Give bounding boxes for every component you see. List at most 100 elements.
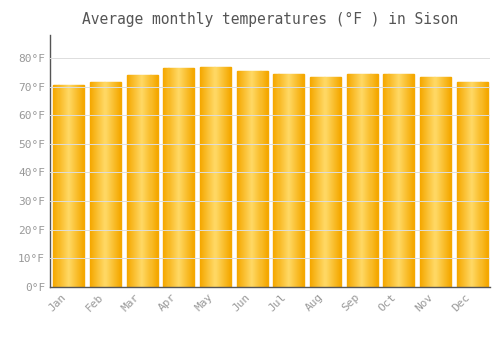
Bar [328, 77, 330, 287]
Bar [448, 77, 449, 287]
Bar [131, 75, 132, 287]
Bar [92, 82, 93, 287]
Bar [338, 77, 339, 287]
Bar [473, 82, 474, 287]
Bar [288, 74, 289, 287]
Bar [241, 71, 242, 287]
Bar [466, 82, 467, 287]
Bar [190, 68, 192, 287]
Bar [246, 71, 247, 287]
Bar [318, 77, 320, 287]
Bar [390, 74, 392, 287]
Bar [69, 85, 70, 287]
Bar [456, 82, 458, 287]
Bar [224, 66, 225, 287]
Bar [407, 74, 408, 287]
Bar [182, 68, 183, 287]
Bar [90, 82, 91, 287]
Bar [406, 74, 407, 287]
Bar [252, 71, 254, 287]
Bar [463, 82, 464, 287]
Bar [361, 74, 362, 287]
Bar [300, 74, 302, 287]
Bar [370, 74, 372, 287]
Bar [96, 82, 98, 287]
Bar [332, 77, 333, 287]
Bar [248, 71, 249, 287]
Bar [434, 77, 436, 287]
Bar [274, 74, 276, 287]
Bar [468, 82, 469, 287]
Bar [442, 77, 443, 287]
Bar [430, 77, 432, 287]
Bar [154, 75, 156, 287]
Bar [76, 85, 77, 287]
Bar [351, 74, 352, 287]
Bar [77, 85, 78, 287]
Bar [174, 68, 176, 287]
Bar [79, 85, 80, 287]
Bar [108, 82, 110, 287]
Bar [296, 74, 297, 287]
Bar [112, 82, 113, 287]
Bar [225, 66, 226, 287]
Bar [425, 77, 426, 287]
Bar [119, 82, 120, 287]
Bar [210, 66, 212, 287]
Bar [251, 71, 252, 287]
Bar [168, 68, 170, 287]
Bar [227, 66, 228, 287]
Bar [68, 85, 69, 287]
Bar [82, 85, 84, 287]
Bar [178, 68, 179, 287]
Bar [206, 66, 208, 287]
Bar [339, 77, 340, 287]
Bar [216, 66, 218, 287]
Bar [202, 66, 203, 287]
Bar [346, 74, 348, 287]
Bar [410, 74, 412, 287]
Bar [262, 71, 264, 287]
Bar [461, 82, 462, 287]
Bar [207, 66, 208, 287]
Bar [250, 71, 251, 287]
Bar [354, 74, 355, 287]
Bar [118, 82, 119, 287]
Bar [249, 71, 250, 287]
Bar [386, 74, 388, 287]
Bar [91, 82, 92, 287]
Bar [75, 85, 76, 287]
Bar [324, 77, 326, 287]
Bar [179, 68, 180, 287]
Bar [313, 77, 314, 287]
Bar [148, 75, 150, 287]
Bar [98, 82, 100, 287]
Bar [66, 85, 67, 287]
Bar [317, 77, 318, 287]
Bar [236, 71, 238, 287]
Bar [218, 66, 220, 287]
Bar [64, 85, 66, 287]
Bar [364, 74, 366, 287]
Bar [336, 77, 337, 287]
Bar [278, 74, 280, 287]
Bar [340, 77, 341, 287]
Bar [449, 77, 450, 287]
Bar [276, 74, 278, 287]
Bar [362, 74, 364, 287]
Bar [60, 85, 62, 287]
Bar [472, 82, 474, 287]
Bar [438, 77, 440, 287]
Bar [172, 68, 174, 287]
Bar [409, 74, 410, 287]
Bar [310, 77, 311, 287]
Bar [220, 66, 222, 287]
Bar [374, 74, 376, 287]
Bar [484, 82, 486, 287]
Bar [253, 71, 254, 287]
Bar [185, 68, 186, 287]
Bar [184, 68, 185, 287]
Bar [297, 74, 298, 287]
Bar [334, 77, 335, 287]
Bar [469, 82, 470, 287]
